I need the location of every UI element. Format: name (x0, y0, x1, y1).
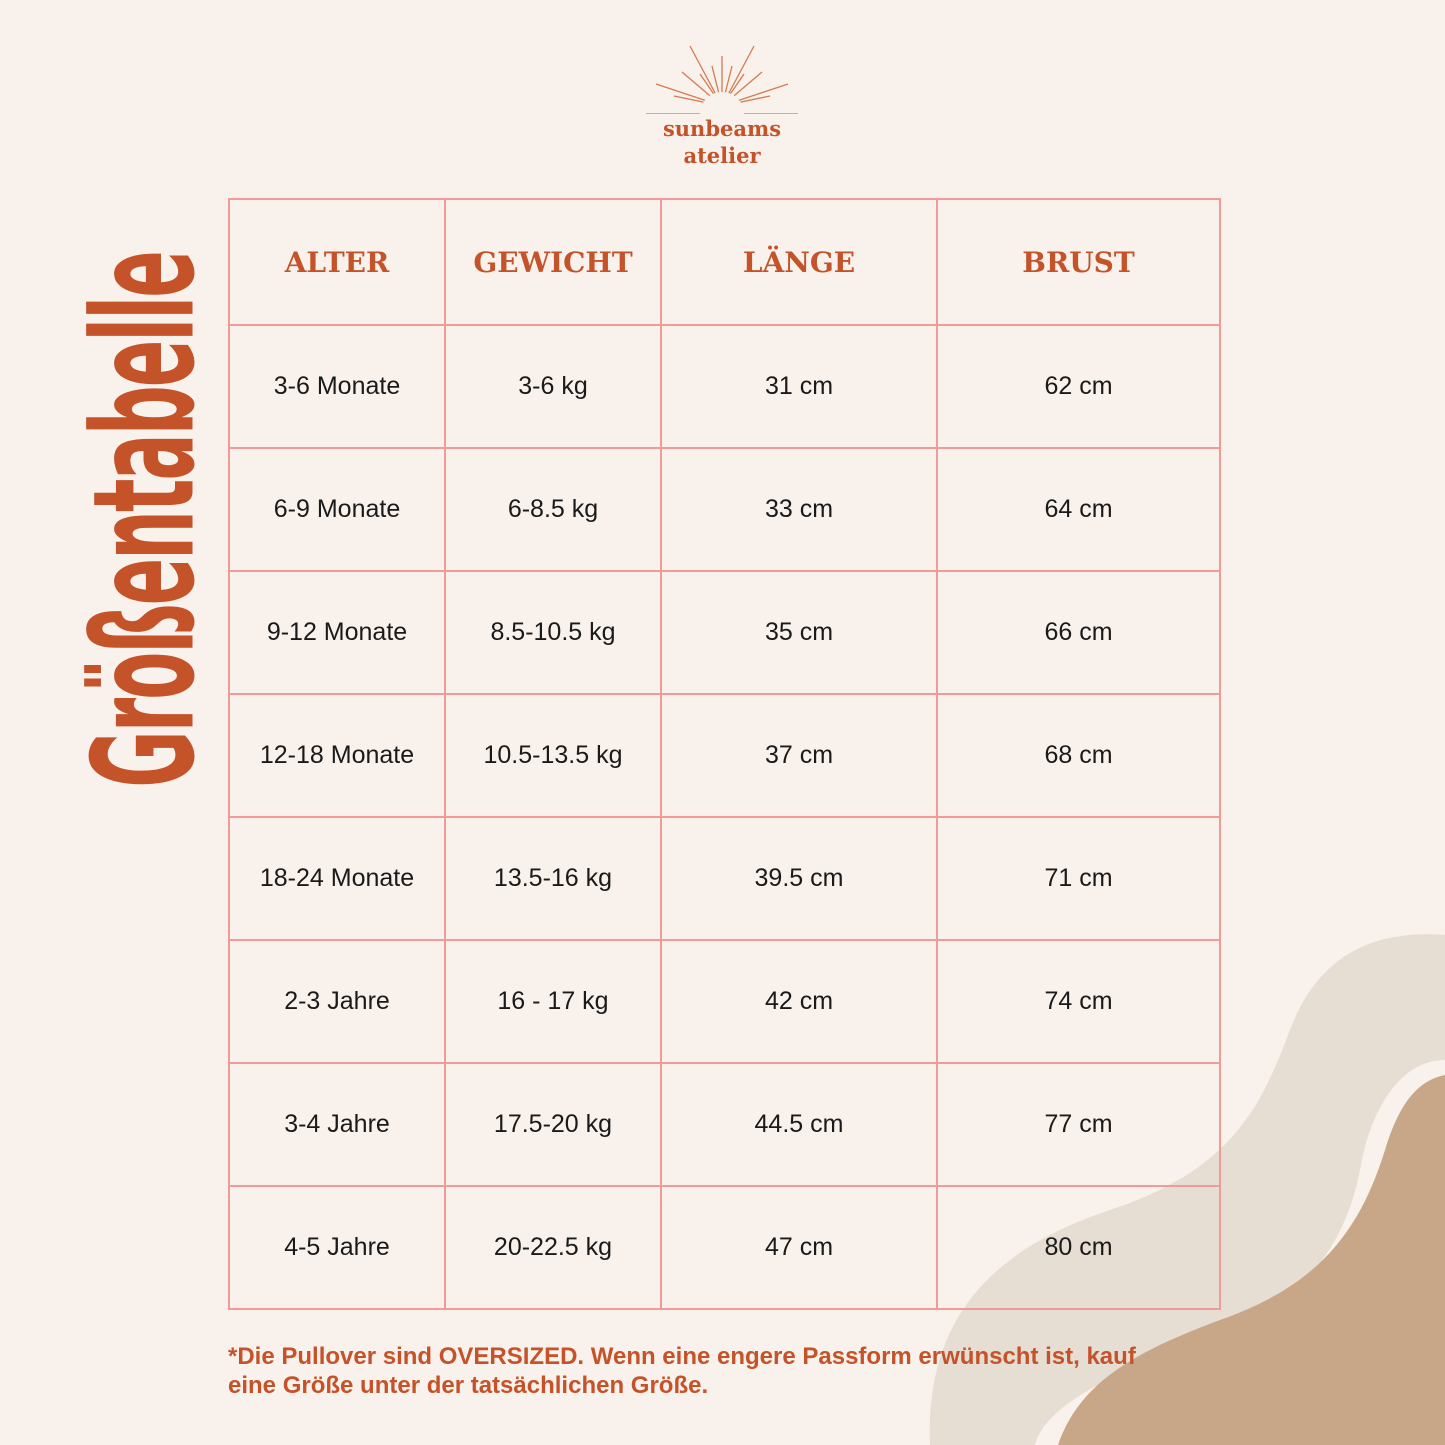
table-header-row: ALTER GEWICHT LÄNGE BRUST (228, 198, 1221, 326)
cell-laenge: 42 cm (660, 939, 938, 1064)
table-row: 6-9 Monate 6-8.5 kg 33 cm 64 cm (228, 447, 1221, 572)
cell-gewicht: 8.5-10.5 kg (444, 570, 662, 695)
page-title: Größentabelle (63, 252, 227, 788)
cell-alter: 18-24 Monate (228, 816, 446, 941)
cell-alter: 4-5 Jahre (228, 1185, 446, 1310)
table-row: 3-4 Jahre 17.5-20 kg 44.5 cm 77 cm (228, 1062, 1221, 1187)
brand-logo: sunbeams atelier (622, 36, 822, 168)
cell-alter: 9-12 Monate (228, 570, 446, 695)
sunburst-icon (646, 45, 798, 114)
table-row: 12-18 Monate 10.5-13.5 kg 37 cm 68 cm (228, 693, 1221, 818)
cell-gewicht: 3-6 kg (444, 324, 662, 449)
wave-dark (1058, 1075, 1445, 1445)
brand-name-line2: atelier (683, 143, 761, 168)
cell-brust: 80 cm (936, 1185, 1221, 1310)
table-row: 4-5 Jahre 20-22.5 kg 47 cm 80 cm (228, 1185, 1221, 1310)
header-alter: ALTER (228, 198, 446, 326)
cell-brust: 77 cm (936, 1062, 1221, 1187)
cell-laenge: 44.5 cm (660, 1062, 938, 1187)
brand-name-line1: sunbeams (662, 116, 782, 141)
cell-brust: 66 cm (936, 570, 1221, 695)
cell-brust: 71 cm (936, 816, 1221, 941)
cell-alter: 3-4 Jahre (228, 1062, 446, 1187)
table-row: 9-12 Monate 8.5-10.5 kg 35 cm 66 cm (228, 570, 1221, 695)
cell-laenge: 35 cm (660, 570, 938, 695)
cell-alter: 3-6 Monate (228, 324, 446, 449)
header-gewicht: GEWICHT (444, 198, 662, 326)
cell-alter: 6-9 Monate (228, 447, 446, 572)
cell-laenge: 37 cm (660, 693, 938, 818)
footnote: *Die Pullover sind OVERSIZED. Wenn eine … (228, 1343, 1136, 1399)
cell-alter: 12-18 Monate (228, 693, 446, 818)
cell-brust: 64 cm (936, 447, 1221, 572)
cell-brust: 68 cm (936, 693, 1221, 818)
size-table: ALTER GEWICHT LÄNGE BRUST 3-6 Monate 3-6 … (228, 198, 1221, 1310)
table-row: 2-3 Jahre 16 - 17 kg 42 cm 74 cm (228, 939, 1221, 1064)
cell-brust: 62 cm (936, 324, 1221, 449)
table-row: 18-24 Monate 13.5-16 kg 39.5 cm 71 cm (228, 816, 1221, 941)
cell-alter: 2-3 Jahre (228, 939, 446, 1064)
cell-gewicht: 17.5-20 kg (444, 1062, 662, 1187)
cell-gewicht: 6-8.5 kg (444, 447, 662, 572)
cell-brust: 74 cm (936, 939, 1221, 1064)
cell-gewicht: 20-22.5 kg (444, 1185, 662, 1310)
cell-gewicht: 10.5-13.5 kg (444, 693, 662, 818)
table-row: 3-6 Monate 3-6 kg 31 cm 62 cm (228, 324, 1221, 449)
cell-laenge: 31 cm (660, 324, 938, 449)
cell-laenge: 39.5 cm (660, 816, 938, 941)
header-laenge: LÄNGE (660, 198, 938, 326)
cell-laenge: 33 cm (660, 447, 938, 572)
header-brust: BRUST (936, 198, 1221, 326)
cell-gewicht: 16 - 17 kg (444, 939, 662, 1064)
cell-gewicht: 13.5-16 kg (444, 816, 662, 941)
cell-laenge: 47 cm (660, 1185, 938, 1310)
